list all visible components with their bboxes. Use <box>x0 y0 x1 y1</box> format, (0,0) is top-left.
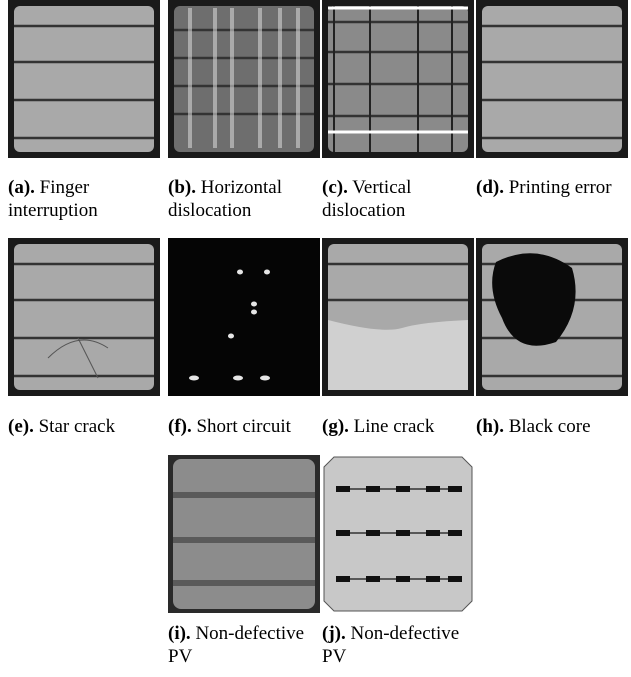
caption: (e). Star crack <box>8 415 158 438</box>
caption: (i). Non-defective PV <box>168 622 318 668</box>
caption: (b). Horizontal dislocation <box>168 176 318 222</box>
panel-image <box>476 0 628 158</box>
caption-text: Star crack <box>39 416 115 437</box>
panel-image <box>322 0 474 158</box>
caption: (d). Printing error <box>476 176 626 199</box>
caption-text: Black core <box>509 416 591 437</box>
caption-label: (h). <box>476 416 504 437</box>
caption-label: (g). <box>322 416 349 437</box>
caption-label: (f). <box>168 416 192 437</box>
panel-image <box>168 455 320 613</box>
figure: (a). Finger interruption(b). Horizontal … <box>0 0 631 677</box>
panel-image <box>322 455 474 613</box>
caption: (a). Finger interruption <box>8 176 158 222</box>
panel-image <box>168 238 320 396</box>
caption-text: Printing error <box>509 177 612 198</box>
panel-image <box>322 238 474 396</box>
panel-image <box>8 238 160 396</box>
caption-label: (j). <box>322 623 346 644</box>
caption-label: (d). <box>476 177 504 198</box>
caption-label: (b). <box>168 177 196 198</box>
caption-label: (e). <box>8 416 34 437</box>
caption: (g). Line crack <box>322 415 472 438</box>
caption: (j). Non-defective PV <box>322 622 472 668</box>
caption: (c). Vertical dislocation <box>322 176 472 222</box>
panel-image <box>8 0 160 158</box>
caption: (h). Black core <box>476 415 626 438</box>
panel-image <box>168 0 320 158</box>
caption-label: (c). <box>322 177 348 198</box>
caption-label: (a). <box>8 177 35 198</box>
caption-text: Line crack <box>354 416 435 437</box>
caption-label: (i). <box>168 623 191 644</box>
caption: (f). Short circuit <box>168 415 318 438</box>
panel-image <box>476 238 628 396</box>
caption-text: Short circuit <box>196 416 290 437</box>
